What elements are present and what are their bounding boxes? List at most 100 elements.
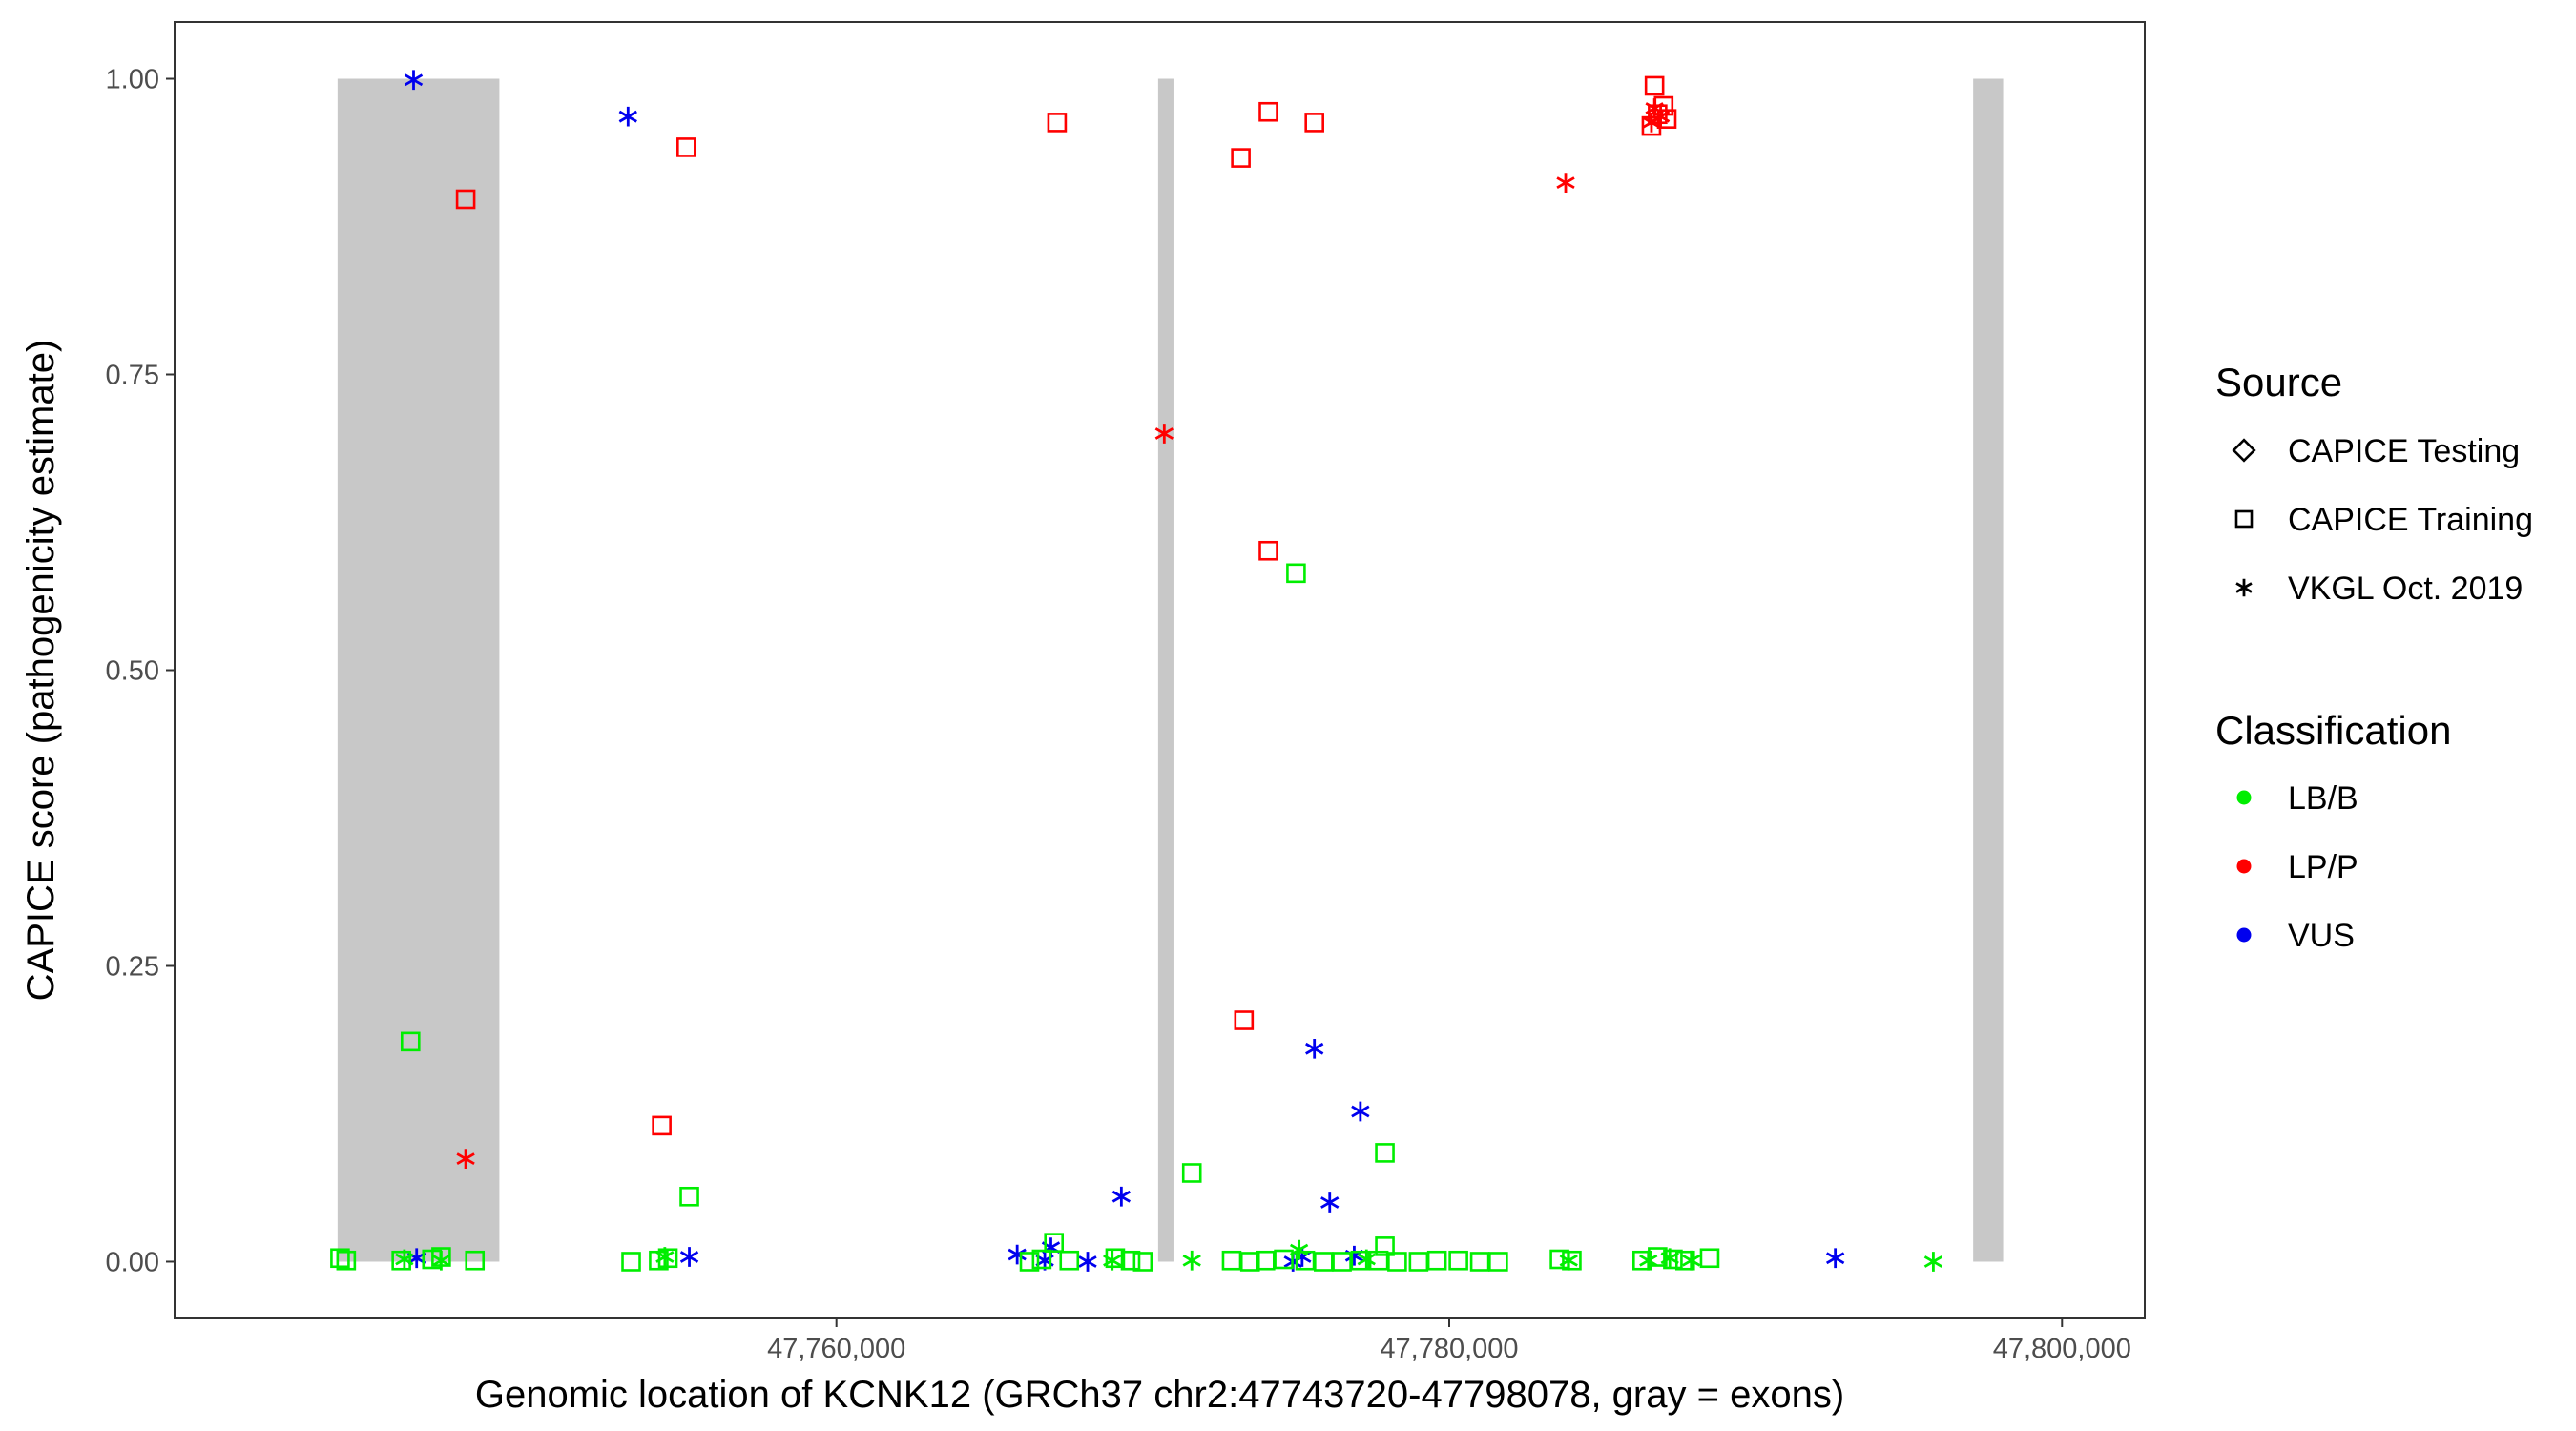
- data-point: [1923, 1252, 1943, 1272]
- y-axis: 0.00 0.25 0.50 0.75 1.00: [106, 65, 175, 1277]
- data-point: [1314, 1252, 1334, 1272]
- legend-source: Source CAPICE Testing CAPICE Training VKGL…: [2215, 360, 2533, 607]
- x-tick-label: 47,780,000: [1380, 1334, 1518, 1364]
- data-point: [1357, 1249, 1376, 1270]
- data-point: [621, 1252, 641, 1272]
- data-point: [1286, 563, 1306, 584]
- series-vus-star: [404, 70, 1845, 1272]
- data-point: [1221, 1250, 1242, 1271]
- data-point: [330, 1248, 350, 1269]
- legend-key-diamond: [2232, 438, 2256, 463]
- data-point: [1231, 148, 1251, 168]
- data-point: [1375, 1236, 1395, 1256]
- legend-key-dot: [2236, 859, 2252, 874]
- legend-classification-label: LB/B: [2288, 780, 2358, 817]
- data-point: [652, 1115, 672, 1136]
- data-point: [1320, 1192, 1340, 1213]
- series-lb-b-star: [395, 1239, 1943, 1272]
- data-point: [1305, 1038, 1324, 1059]
- x-axis-title: Genomic location of KCNK12 (GRCh37 chr2:…: [475, 1374, 1844, 1416]
- data-point: [1375, 1143, 1395, 1163]
- data-point: [1154, 424, 1174, 444]
- legend-key-dot: [2236, 927, 2252, 943]
- exon-band-2: [1157, 78, 1174, 1262]
- series-lp-p-square: [455, 75, 1677, 1136]
- data-point: [1078, 1252, 1097, 1272]
- data-point: [404, 70, 424, 91]
- exon-bands: [337, 78, 2004, 1262]
- legend-classification-title: Classification: [2215, 708, 2451, 753]
- data-point: [1639, 1250, 1658, 1271]
- x-tick-label: 47,800,000: [1993, 1334, 2131, 1364]
- data-point: [431, 1250, 451, 1271]
- data-point: [1059, 1250, 1080, 1271]
- data-point: [1488, 1252, 1508, 1272]
- data-point: [618, 106, 637, 127]
- data-point: [1351, 1101, 1370, 1122]
- data-point: [1274, 1249, 1294, 1270]
- data-point: [1182, 1250, 1201, 1271]
- exon-band-1: [337, 78, 500, 1262]
- data-point: [1332, 1252, 1352, 1272]
- data-point: [465, 1250, 486, 1271]
- data-point: [1660, 1248, 1679, 1269]
- data-point: [679, 1247, 699, 1267]
- data-point: [1120, 1250, 1141, 1271]
- data-point: [1469, 1252, 1490, 1272]
- data-point: [1111, 1186, 1132, 1207]
- data-point: [1258, 540, 1278, 561]
- legend-key-square: [2234, 509, 2254, 529]
- y-tick-label: 1.00: [106, 65, 159, 95]
- data-point: [1556, 173, 1575, 193]
- data-point: [657, 1248, 678, 1269]
- data-point: [1644, 75, 1665, 96]
- legend-classification-label: VUS: [2288, 918, 2355, 954]
- data-point: [391, 1250, 411, 1271]
- data-point: [1642, 113, 1661, 133]
- data-point: [1047, 113, 1068, 133]
- data-point: [1448, 1250, 1468, 1271]
- data-point: [1031, 1249, 1052, 1270]
- y-tick-label: 0.75: [106, 361, 159, 391]
- y-axis-title: CAPICE score (pathogenicity estimate): [20, 340, 62, 1002]
- data-point: [1426, 1250, 1447, 1271]
- legend-source-title: Source: [2215, 360, 2342, 404]
- legend-classification: Classification LB/B LP/P VUS: [2215, 708, 2451, 954]
- data-point: [1562, 1250, 1582, 1271]
- data-point: [1132, 1252, 1153, 1272]
- data-point: [456, 1149, 475, 1169]
- data-point: [679, 1186, 699, 1207]
- x-axis: 47,760,000 47,780,000 47,800,000: [767, 1318, 2131, 1364]
- data-point: [1387, 1252, 1407, 1272]
- data-point: [395, 1249, 414, 1270]
- data-point: [400, 1031, 421, 1052]
- x-tick-label: 47,760,000: [767, 1334, 905, 1364]
- data-point: [1234, 1010, 1255, 1030]
- data-point: [336, 1250, 357, 1271]
- legend-source-label: CAPICE Training: [2288, 502, 2533, 538]
- legend-source-label: CAPICE Testing: [2288, 433, 2520, 469]
- data-point: [1682, 1250, 1701, 1271]
- data-point: [1103, 1250, 1122, 1271]
- data-point: [1559, 1250, 1578, 1271]
- data-point: [1408, 1252, 1429, 1272]
- data-points: [330, 70, 1943, 1272]
- data-point: [1663, 1249, 1683, 1270]
- series-lp-p-star: [456, 98, 1671, 1169]
- data-point: [1304, 113, 1324, 133]
- y-tick-label: 0.00: [106, 1247, 159, 1277]
- data-point: [1289, 1239, 1309, 1260]
- legend-key-dot: [2236, 790, 2252, 805]
- data-point: [1699, 1248, 1720, 1269]
- series-lb-b-square: [330, 563, 1720, 1272]
- data-point: [1825, 1248, 1845, 1269]
- data-point: [1239, 1252, 1260, 1272]
- legend-source-label: VKGL Oct. 2019: [2288, 570, 2523, 607]
- legend-key-star: [2235, 578, 2253, 597]
- data-point: [455, 189, 476, 210]
- data-point: [655, 1247, 675, 1267]
- data-point: [1181, 1163, 1202, 1183]
- exon-band-3: [1973, 78, 2004, 1262]
- data-point: [676, 137, 696, 157]
